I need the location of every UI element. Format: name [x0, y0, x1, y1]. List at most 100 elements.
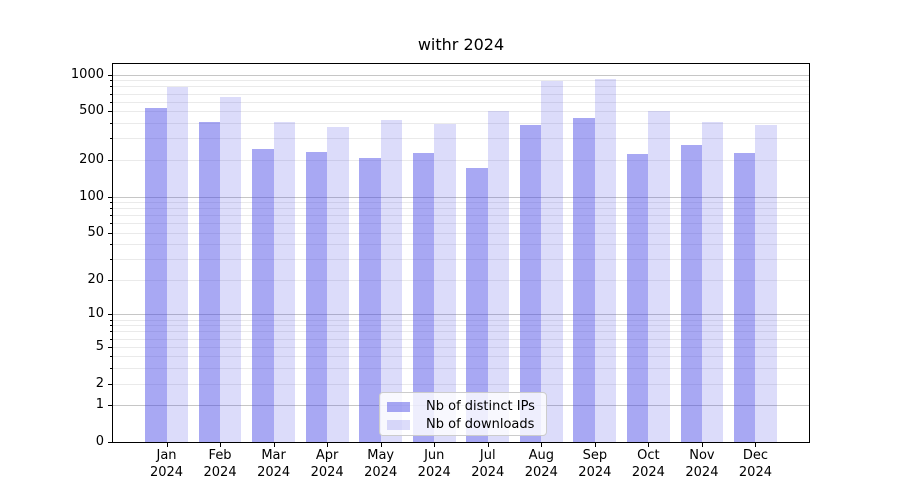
bar-downloads-oct [648, 111, 670, 442]
gridline-major [113, 74, 809, 76]
x-tick-label: Aug 2024 [524, 448, 558, 480]
x-tick-label: Sep 2024 [578, 448, 612, 480]
y-tick-label: 20 [87, 272, 104, 288]
y-tick-label: 5 [95, 338, 104, 354]
x-tick [273, 443, 275, 447]
bar-distinct-ips-feb [198, 122, 221, 442]
y-tick-minor [110, 202, 113, 204]
y-tick-major [108, 74, 113, 76]
y-tick-label: 2 [95, 375, 104, 391]
gridline-minor [113, 232, 809, 234]
bar-distinct-ips-jun [412, 153, 435, 442]
x-tick-label: May 2024 [364, 448, 398, 480]
gridline-minor [113, 111, 809, 113]
gridline-minor [113, 356, 809, 358]
bar-downloads-feb [220, 97, 242, 442]
x-tick-label: Apr 2024 [310, 448, 344, 480]
gridline-minor [113, 346, 809, 348]
bar-distinct-ips-mar [252, 149, 274, 442]
gridline-minor [113, 325, 809, 327]
x-tick-label: Mar 2024 [257, 448, 291, 480]
y-tick-minor [110, 215, 113, 217]
bar-downloads-dec [755, 125, 777, 442]
legend-label-downloads: Nb of downloads [426, 417, 535, 432]
y-tick-major [108, 442, 113, 443]
x-tick [166, 443, 168, 447]
y-tick-label: 0 [95, 434, 104, 449]
gridline-minor [113, 319, 809, 321]
x-tick-label: Nov 2024 [685, 448, 719, 480]
y-tick-minor [110, 123, 113, 125]
y-tick-minor [110, 356, 113, 358]
x-tick [755, 443, 757, 447]
x-tick [434, 443, 436, 447]
y-tick-label: 10 [87, 306, 104, 322]
legend-item-distinct-ips: Nb of distinct IPs [387, 399, 546, 415]
x-tick-label: Dec 2024 [738, 448, 772, 480]
x-tick [648, 443, 650, 447]
x-tick [220, 443, 222, 447]
y-tick-minor [110, 80, 113, 82]
x-tick [541, 443, 543, 447]
x-tick [380, 443, 382, 447]
x-tick [327, 443, 329, 447]
gridline-minor [113, 138, 809, 140]
bar-downloads-jan [166, 87, 188, 442]
gridline-minor [113, 93, 809, 95]
gridline-minor [113, 331, 809, 333]
bar-downloads-apr [327, 126, 349, 442]
gridline-minor [113, 223, 809, 225]
gridline-minor [113, 123, 809, 125]
y-tick-minor [110, 325, 113, 327]
bar-downloads-jun [434, 123, 456, 442]
gridline-minor [113, 202, 809, 204]
y-tick-major [108, 280, 113, 282]
gridline-minor [113, 215, 809, 217]
bar-distinct-ips-jul [466, 167, 488, 442]
x-tick [594, 443, 596, 447]
bar-downloads-sep [594, 78, 617, 442]
legend-swatch-downloads-icon [387, 420, 410, 430]
x-tick-label: Jul 2024 [471, 448, 505, 480]
bar-distinct-ips-sep [573, 118, 595, 442]
legend-label-distinct-ips: Nb of distinct IPs [426, 399, 535, 414]
x-tick-label: Feb 2024 [203, 448, 237, 480]
gridline-minor [113, 86, 809, 88]
bar-downloads-nov [701, 122, 724, 442]
legend-item-downloads: Nb of downloads [387, 417, 546, 433]
y-tick-label: 50 [87, 224, 104, 240]
y-tick-minor [110, 86, 113, 88]
bar-downloads-jul [487, 110, 510, 442]
gridline-minor [113, 208, 809, 210]
y-tick-minor [110, 338, 113, 340]
gridline-minor [113, 80, 809, 82]
y-tick-minor [110, 259, 113, 261]
y-tick-major [108, 383, 113, 385]
gridline-minor [113, 159, 809, 161]
bar-distinct-ips-apr [305, 151, 328, 442]
bar-downloads-mar [273, 121, 296, 442]
x-tick-label: Jun 2024 [417, 448, 451, 480]
legend: Nb of distinct IPs Nb of downloads [379, 392, 547, 436]
y-tick-major [108, 314, 113, 316]
bar-distinct-ips-nov [680, 145, 702, 442]
bar-distinct-ips-aug [519, 124, 542, 442]
x-tick [487, 443, 489, 447]
bar-distinct-ips-dec [734, 152, 756, 442]
y-tick-minor [110, 138, 113, 140]
x-tick [701, 443, 703, 447]
gridline-minor [113, 259, 809, 261]
gridline-minor [113, 280, 809, 282]
y-tick-label: 500 [79, 103, 104, 119]
y-tick-label: 1 [95, 397, 104, 413]
y-tick-minor [110, 331, 113, 333]
x-tick-label: Oct 2024 [631, 448, 665, 480]
y-tick-minor [110, 93, 113, 95]
y-tick-major [108, 111, 113, 113]
bar-distinct-ips-may [359, 157, 381, 442]
y-tick-minor [110, 208, 113, 210]
y-tick-minor [110, 223, 113, 225]
y-tick-major [108, 405, 113, 407]
gridline-minor [113, 338, 809, 340]
